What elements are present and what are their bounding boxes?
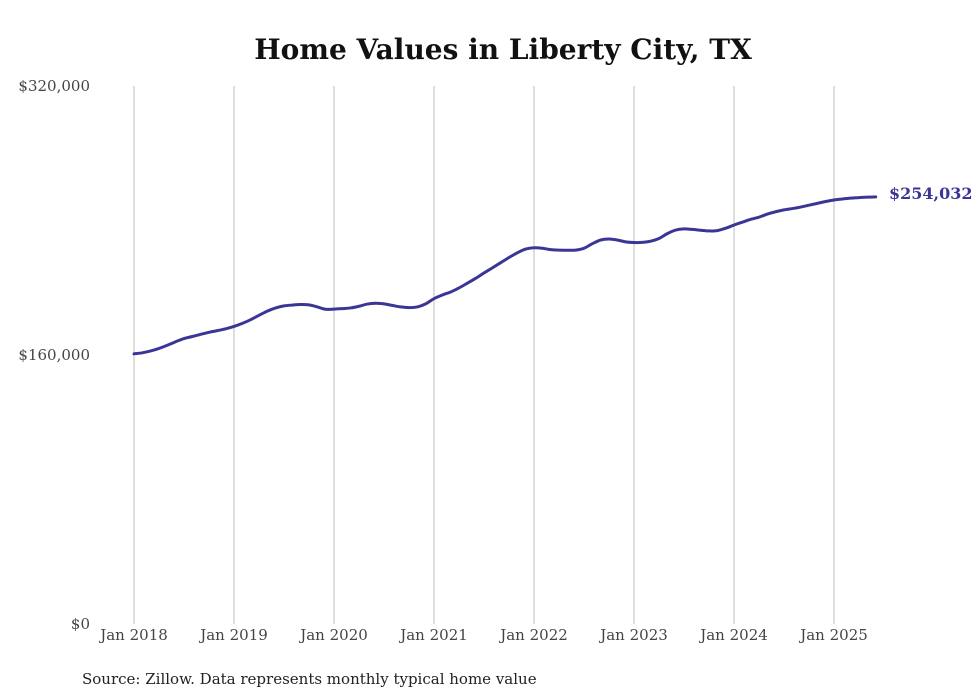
y-tick-label: $160,000 bbox=[18, 346, 90, 364]
home-value-series-line bbox=[132, 195, 878, 356]
chart-title: Home Values in Liberty City, TX bbox=[254, 33, 752, 66]
x-tick-label: Jan 2019 bbox=[198, 626, 268, 644]
x-tick-label: Jan 2020 bbox=[298, 626, 368, 644]
y-tick-label: $320,000 bbox=[18, 77, 90, 95]
x-tick-label: Jan 2021 bbox=[398, 626, 468, 644]
x-axis-ticks: Jan 2018 Jan 2019 Jan 2020 Jan 2021 Jan 2022… bbox=[98, 626, 868, 644]
y-tick-label: $0 bbox=[71, 615, 90, 633]
x-tick-label: Jan 2022 bbox=[498, 626, 568, 644]
x-tick-label: Jan 2023 bbox=[598, 626, 668, 644]
x-tick-label: Jan 2025 bbox=[798, 626, 868, 644]
vertical-gridlines bbox=[133, 86, 835, 624]
x-tick-label: Jan 2024 bbox=[698, 626, 768, 644]
latest-value-label: $254,032 bbox=[889, 184, 973, 203]
source-note: Source: Zillow. Data represents monthly … bbox=[82, 670, 537, 688]
x-tick-label: Jan 2018 bbox=[98, 626, 168, 644]
y-axis-ticks: $0 $160,000 $320,000 bbox=[18, 77, 90, 633]
